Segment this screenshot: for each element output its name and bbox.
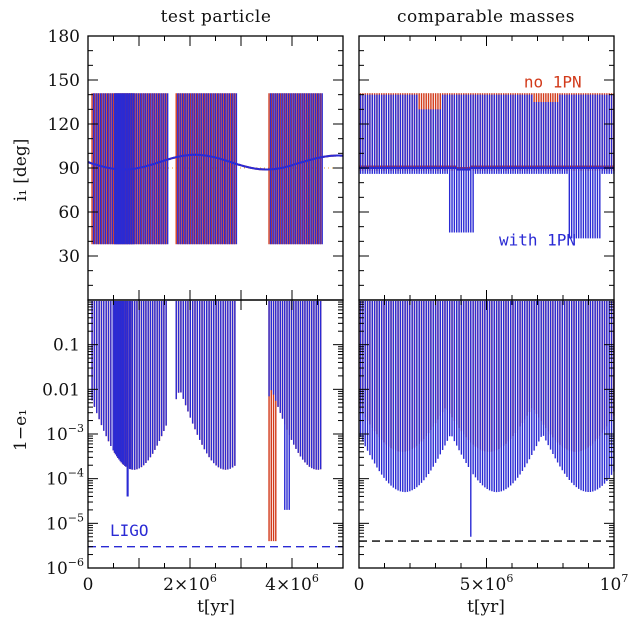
ytick-label: 10−6 (46, 556, 84, 579)
ytick-label-base: 0.01 (42, 380, 80, 400)
ytick-label-exponent: −5 (68, 511, 84, 524)
ytick-label-base: 10 (46, 470, 68, 490)
xlabel-right: t[yr] (467, 597, 505, 617)
xtick-label-base: 10 (600, 575, 622, 595)
panel-comparable-masses-eccentricity: 0 5×106 107 (354, 299, 629, 595)
ytick-label: 30 (58, 247, 80, 267)
ytick-label: 0.01 (42, 380, 80, 400)
xtick-label: 5×106 (460, 572, 514, 595)
ytick-label-exponent: −3 (68, 422, 84, 435)
ytick-label: 60 (58, 203, 80, 223)
title-comparable-masses: comparable masses (397, 7, 575, 27)
series-blue (91, 300, 322, 510)
xlabel-left: t[yr] (197, 597, 235, 617)
ligo-label: LIGO (110, 521, 149, 540)
xtick-label-exponent: 7 (621, 572, 628, 585)
ytick-label: 10−3 (46, 422, 84, 445)
xtick-label-exponent: 6 (312, 572, 319, 585)
ytick-label: 10−5 (46, 511, 84, 534)
xtick-label: 2×106 (163, 572, 217, 595)
ytick-label: 10−4 (46, 467, 84, 490)
title-test-particle: test particle (161, 7, 272, 27)
plot-frame (87, 299, 344, 569)
xtick-label: 107 (600, 572, 629, 595)
xtick-label-exponent: 6 (506, 572, 513, 585)
ytick-label: 90 (58, 159, 80, 179)
ytick-label: 0.1 (53, 336, 80, 356)
ytick-label: 150 (48, 71, 80, 91)
annotation-red: no 1PN (524, 72, 582, 91)
panel-comparable-masses-inclination: no 1PN with 1PN (358, 35, 615, 301)
xtick-label-base: 0 (83, 575, 94, 595)
series-blue (359, 300, 615, 537)
ytick-label-exponent: −4 (68, 467, 84, 480)
xtick-label: 4×106 (265, 572, 319, 595)
xtick-label-base: 0 (354, 575, 365, 595)
ytick-label-exponent: −6 (68, 556, 84, 569)
ytick-label: 120 (48, 115, 80, 135)
ytick-label-base: 10 (46, 559, 68, 579)
plot-frame (358, 299, 615, 569)
ylabel-eccentricity: 1−e₁ (11, 409, 31, 451)
xtick-label: 0 (354, 575, 365, 595)
xtick-label-base: 5×10 (460, 575, 507, 595)
ytick-label-base: 10 (46, 514, 68, 534)
series-blue (87, 93, 344, 245)
xtick-label: 0 (83, 575, 94, 595)
panel-test-particle-inclination: 30 60 90 120 150 180 (48, 27, 344, 301)
xtick-label-base: 4×10 (265, 575, 312, 595)
ytick-label-base: 0.1 (53, 336, 80, 356)
ytick-label-base: 10 (46, 425, 68, 445)
xtick-label-exponent: 6 (210, 572, 217, 585)
ylabel-inclination: i₁ [deg] (11, 139, 31, 202)
ytick-label: 180 (48, 27, 80, 47)
series-blue (359, 94, 615, 239)
xtick-label-base: 2×10 (163, 575, 210, 595)
annotation-blue: with 1PN (499, 231, 576, 250)
